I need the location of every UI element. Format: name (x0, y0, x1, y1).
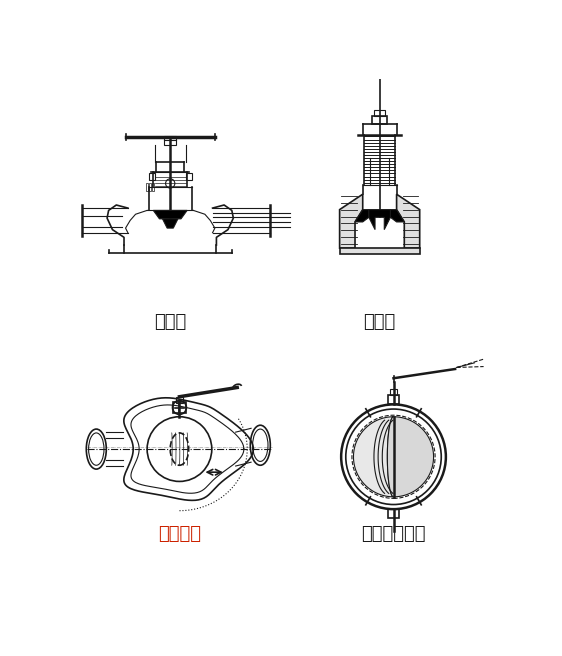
Polygon shape (353, 417, 393, 497)
Polygon shape (369, 210, 391, 230)
Polygon shape (391, 210, 404, 222)
Polygon shape (397, 194, 420, 248)
Text: バタフライ弁: バタフライ弁 (361, 525, 426, 543)
Polygon shape (153, 211, 187, 219)
Bar (374, 110, 385, 117)
Bar (152, 184, 154, 191)
Bar (149, 173, 155, 180)
Bar (164, 136, 176, 145)
Polygon shape (339, 248, 420, 255)
Bar (146, 184, 148, 191)
Text: ボール弁: ボール弁 (158, 525, 201, 543)
Bar (388, 395, 399, 405)
Bar (391, 389, 397, 395)
Polygon shape (355, 210, 369, 222)
Bar (370, 66, 389, 78)
Text: 玉形弁: 玉形弁 (154, 313, 187, 331)
Bar (173, 402, 185, 413)
Polygon shape (387, 417, 433, 497)
Bar (185, 173, 192, 180)
Bar (372, 117, 387, 124)
Text: 仕切弁: 仕切弁 (364, 313, 396, 331)
Bar (175, 397, 183, 403)
Bar (149, 184, 151, 191)
Polygon shape (162, 219, 178, 228)
Bar (388, 509, 399, 518)
Polygon shape (339, 194, 362, 248)
